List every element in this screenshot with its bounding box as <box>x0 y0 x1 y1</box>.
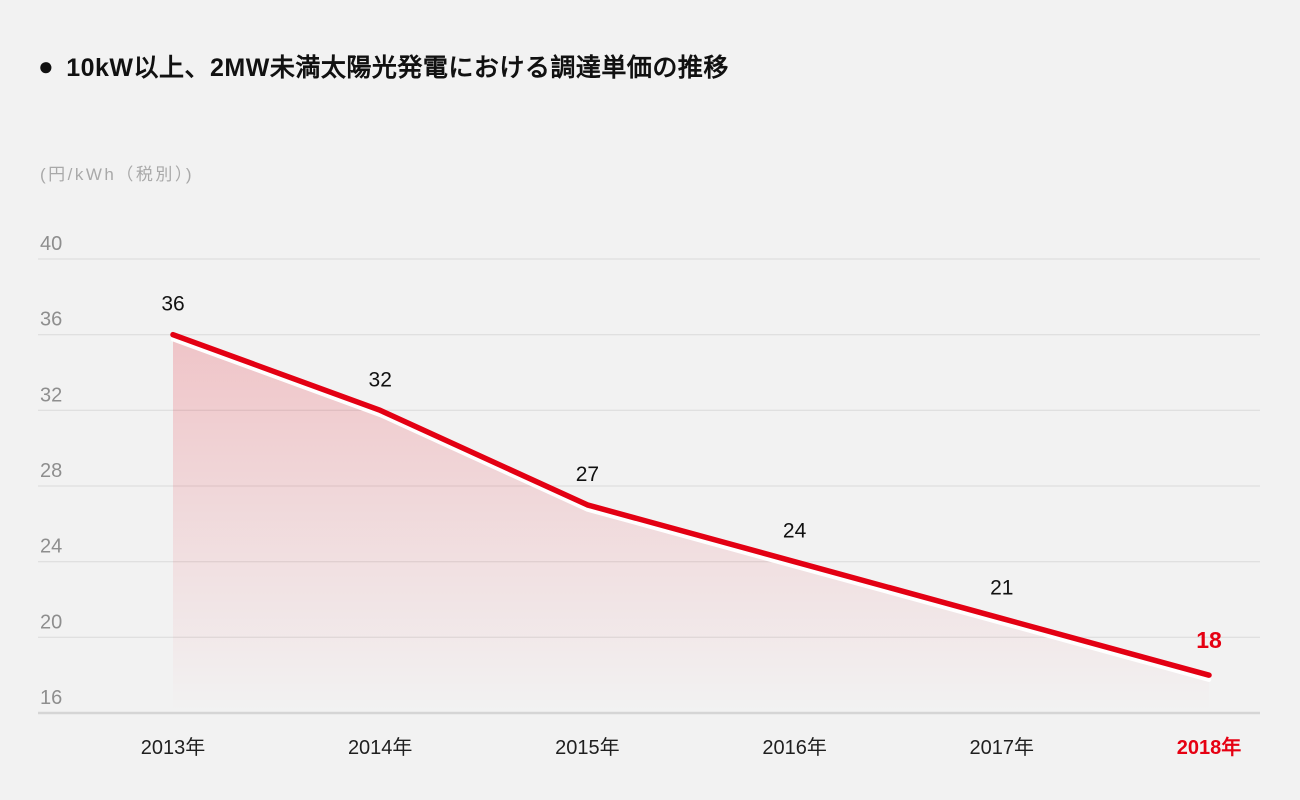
y-tick-label: 32 <box>40 384 62 406</box>
x-tick-label: 2016年 <box>762 736 827 759</box>
area-fill <box>173 340 1209 713</box>
point-label: 21 <box>990 576 1013 599</box>
bullet-icon: ● <box>38 51 55 81</box>
x-tick-label: 2017年 <box>970 736 1035 759</box>
y-tick-label: 16 <box>40 687 62 709</box>
x-tick-label: 2014年 <box>348 736 413 759</box>
y-tick-label: 20 <box>40 611 62 633</box>
y-axis-unit-label: (円/kWh（税別）) <box>40 165 195 184</box>
y-tick-label: 40 <box>40 233 62 255</box>
chart-title-row: ● 10kW以上、2MW未満太陽光発電における調達単価の推移 <box>38 48 729 84</box>
point-label: 32 <box>369 368 392 391</box>
x-tick-label: 2013年 <box>141 736 206 759</box>
y-tick-label: 24 <box>40 536 62 558</box>
data-line <box>170 331 1212 678</box>
page-title: 10kW以上、2MW未満太陽光発電における調達単価の推移 <box>66 54 729 82</box>
point-label: 27 <box>576 463 599 486</box>
x-tick-label: 2015年 <box>555 736 620 759</box>
point-label: 36 <box>161 293 184 316</box>
line-underlay <box>170 336 1212 682</box>
point-label: 24 <box>783 520 807 543</box>
x-tick-label-highlight: 2018年 <box>1177 735 1242 759</box>
point-label-highlight: 18 <box>1196 627 1222 653</box>
y-tick-label: 28 <box>40 460 62 482</box>
y-tick-label: 36 <box>40 309 62 331</box>
